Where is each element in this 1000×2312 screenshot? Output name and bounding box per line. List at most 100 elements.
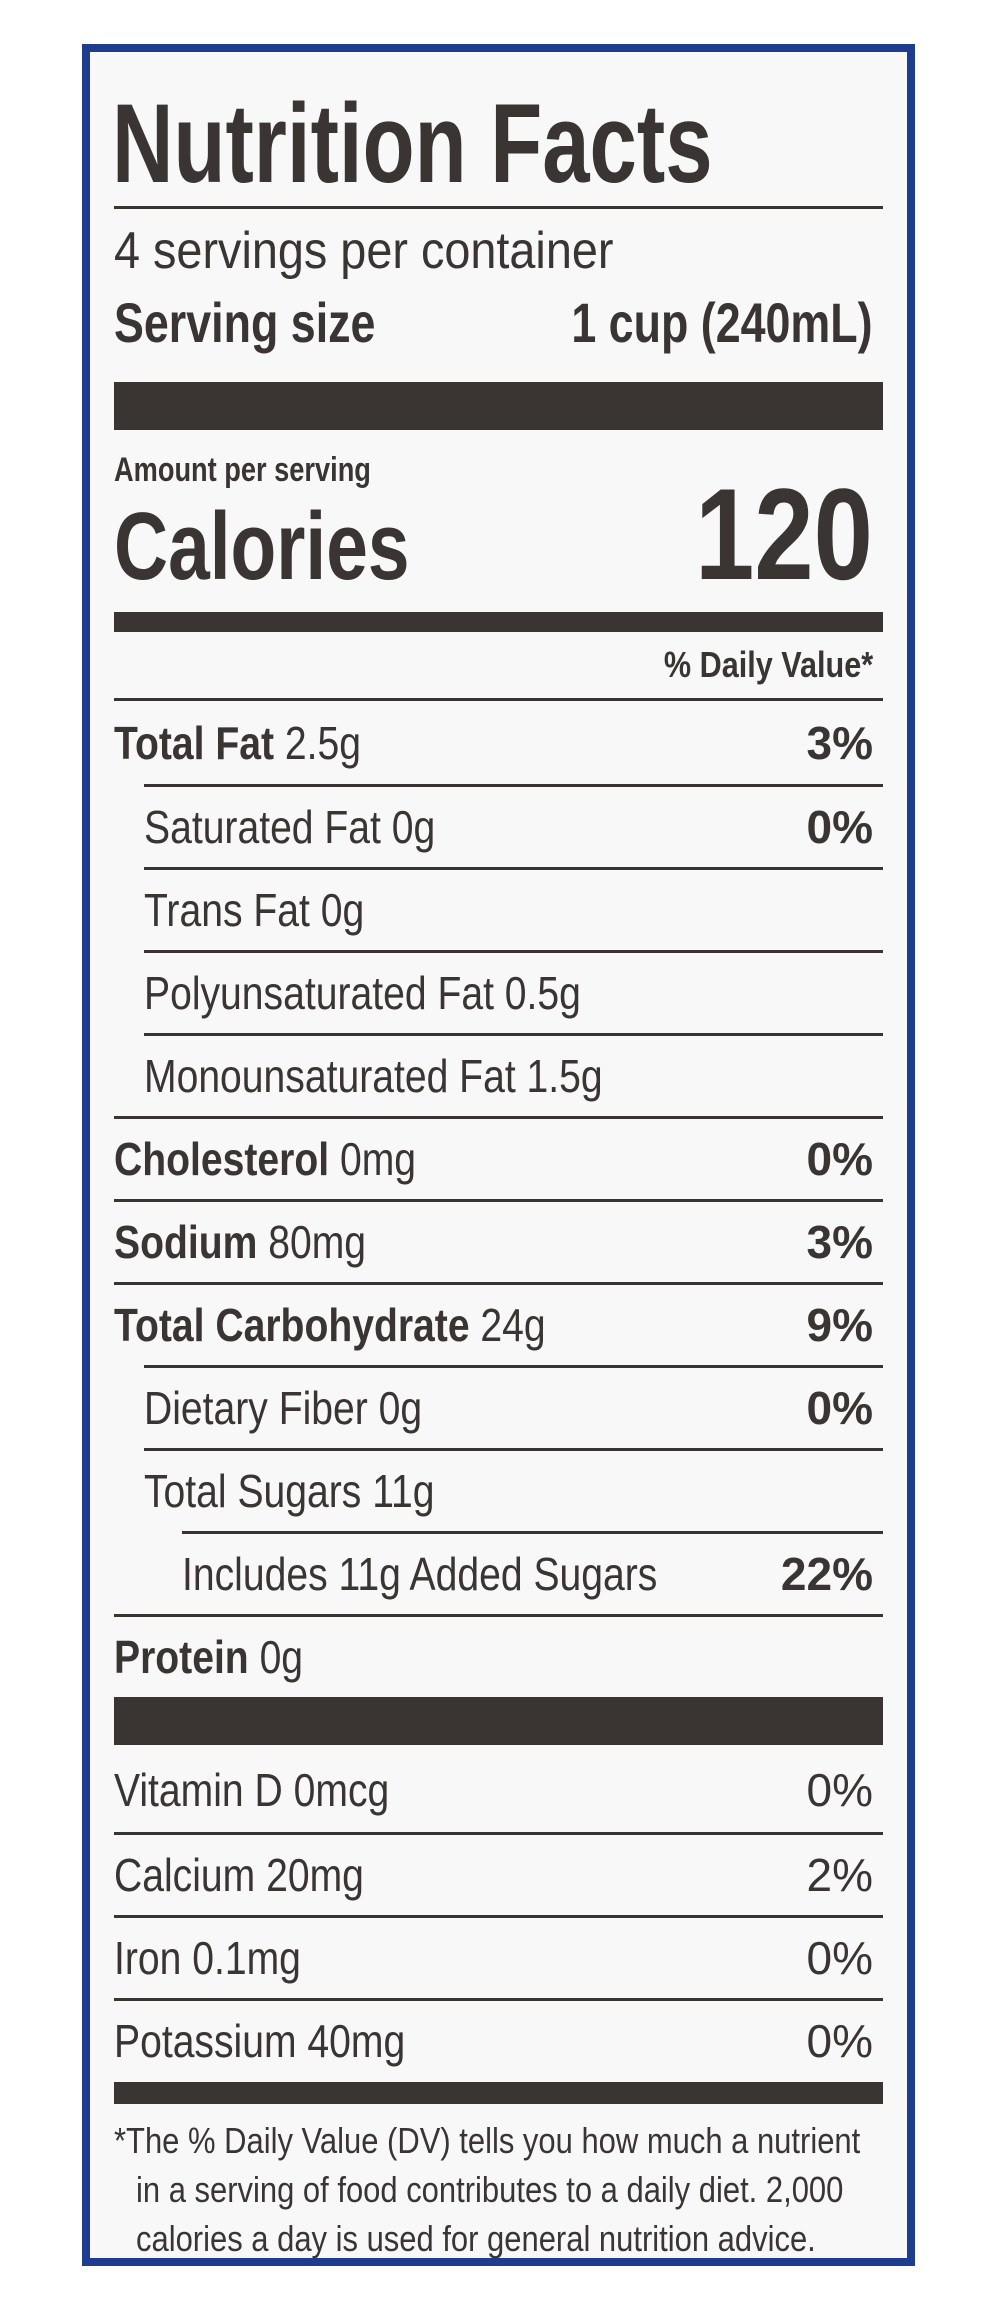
- nutrient-name: Total Fat 2.5g: [114, 702, 405, 784]
- nutrient-amount: 2.5g: [285, 717, 361, 769]
- nutrient-daily-value: 22%: [781, 1533, 873, 1615]
- nutrient-row-total-sugars: Total Sugars 11g: [114, 1450, 883, 1532]
- nutrient-amount: 80mg: [268, 1216, 366, 1268]
- nutrition-facts-panel: Nutrition Facts 4 servings per container…: [82, 44, 915, 2266]
- footnote-line: *The % Daily Value (DV) tells you how mu…: [114, 2116, 860, 2165]
- vitamin-label: Potassium: [114, 2015, 297, 2067]
- nutrient-daily-value: 9%: [807, 1284, 873, 1366]
- vitamin-daily-value: 0%: [807, 1917, 873, 1999]
- nutrient-amount: 0g: [321, 884, 364, 936]
- nutrient-label: Total Carbohydrate: [114, 1299, 470, 1351]
- vitamin-label: Vitamin D: [114, 1764, 283, 1816]
- nutrient-row-trans-fat: Trans Fat 0g: [114, 869, 883, 951]
- label-title: Nutrition Facts: [112, 84, 902, 204]
- nutrient-amount: 1.5g: [527, 1050, 603, 1102]
- vitamin-row-vitamin-d: Vitamin D 0mcg 0%: [114, 1749, 883, 1831]
- nutrient-amount: 24g: [480, 1299, 545, 1351]
- nutrient-name: Cholesterol 0mg: [114, 1118, 469, 1200]
- nutrient-row-added-sugars: Includes 11g Added Sugars 22%: [114, 1533, 883, 1615]
- nutrient-amount: 0mg: [340, 1133, 416, 1185]
- nutrient-name: Trans Fat 0g: [144, 869, 403, 951]
- nutrient-name: Protein 0g: [114, 1616, 336, 1698]
- nutrient-daily-value: 0%: [807, 1367, 873, 1449]
- serving-size-label-text: Serving size: [114, 290, 375, 356]
- divider: [114, 698, 883, 701]
- nutrient-row-protein: Protein 0g: [114, 1616, 883, 1698]
- nutrient-amount: 0g: [392, 801, 435, 853]
- thick-divider: [114, 382, 883, 430]
- vitamin-label: Iron: [114, 1932, 181, 1984]
- servings-text: 4 servings per container: [114, 220, 613, 282]
- vitamin-name: Vitamin D 0mcg: [114, 1749, 438, 1831]
- nutrient-label: Polyunsaturated Fat: [144, 967, 494, 1019]
- vitamin-name: Iron 0.1mg: [114, 1917, 334, 1999]
- nutrient-row-total-carbohydrate: Total Carbohydrate 24g 9%: [114, 1284, 883, 1366]
- nutrient-row-monounsaturated-fat: Monounsaturated Fat 1.5g: [114, 1035, 883, 1117]
- nutrient-row-cholesterol: Cholesterol 0mg 0%: [114, 1118, 883, 1200]
- calories-value-text: 120: [695, 464, 873, 604]
- nutrient-amount: 0.5g: [505, 967, 581, 1019]
- servings-per-container: 4 servings per container: [114, 220, 669, 282]
- nutrient-name: Sodium 80mg: [114, 1201, 411, 1283]
- calories-label-text: Calories: [114, 492, 409, 602]
- nutrient-label: Protein: [114, 1631, 249, 1683]
- nutrient-label: Total Fat: [114, 717, 274, 769]
- nutrient-name: Polyunsaturated Fat 0.5g: [144, 952, 658, 1034]
- vitamin-name: Calcium 20mg: [114, 1834, 408, 1916]
- nutrient-daily-value: 3%: [807, 702, 873, 784]
- vitamin-daily-value: 2%: [807, 1834, 873, 1916]
- vitamin-daily-value: 0%: [807, 1749, 873, 1831]
- nutrient-amount: 0g: [260, 1631, 303, 1683]
- vitamin-amount: 20mg: [266, 1849, 364, 1901]
- footnote-line: calories a day is used for general nutri…: [136, 2214, 816, 2263]
- medium-divider: [114, 612, 883, 632]
- nutrient-label: Sodium: [114, 1216, 257, 1268]
- daily-value-header-text: % Daily Value*: [664, 640, 873, 690]
- serving-size-label: Serving size: [114, 290, 441, 356]
- nutrient-name: Dietary Fiber 0g: [144, 1367, 471, 1449]
- nutrient-row-sodium: Sodium 80mg 3%: [114, 1201, 883, 1283]
- nutrient-row-polyunsaturated-fat: Polyunsaturated Fat 0.5g: [114, 952, 883, 1034]
- thick-divider: [114, 1697, 883, 1745]
- nutrition-facts-content: Nutrition Facts 4 servings per container…: [114, 52, 883, 2258]
- nutrient-label: Includes 11g Added Sugars: [182, 1548, 657, 1600]
- nutrient-name: Total Sugars 11g: [144, 1450, 486, 1532]
- vitamin-daily-value: 0%: [807, 2000, 873, 2082]
- nutrient-label: Monounsaturated Fat: [144, 1050, 516, 1102]
- amount-per-serving-text: Amount per serving: [114, 450, 371, 490]
- nutrient-name: Includes 11g Added Sugars: [182, 1533, 741, 1615]
- vitamin-row-iron: Iron 0.1mg 0%: [114, 1917, 883, 1999]
- nutrient-daily-value: 3%: [807, 1201, 873, 1283]
- vitamin-amount: 40mg: [307, 2015, 405, 2067]
- nutrient-label: Total Sugars: [144, 1465, 361, 1517]
- nutrient-label: Dietary Fiber: [144, 1382, 368, 1434]
- nutrient-label: Saturated Fat: [144, 801, 381, 853]
- nutrient-amount: 11g: [372, 1465, 434, 1517]
- serving-size-value-text: 1 cup (240mL): [572, 290, 873, 356]
- vitamin-amount: 0mcg: [294, 1764, 390, 1816]
- nutrient-label: Trans Fat: [144, 884, 310, 936]
- footnote: *The % Daily Value (DV) tells you how mu…: [114, 2116, 883, 2263]
- vitamin-row-potassium: Potassium 40mg 0%: [114, 2000, 883, 2082]
- vitamin-row-calcium: Calcium 20mg 2%: [114, 1834, 883, 1916]
- title-text: Nutrition Facts: [112, 84, 713, 204]
- daily-value-header: % Daily Value*: [627, 640, 873, 690]
- medium-divider: [114, 2082, 883, 2104]
- nutrient-name: Monounsaturated Fat 1.5g: [144, 1035, 684, 1117]
- nutrient-amount: 0g: [379, 1382, 422, 1434]
- footnote-line: in a serving of food contributes to a da…: [136, 2165, 843, 2214]
- nutrient-daily-value: 0%: [807, 786, 873, 868]
- vitamin-label: Calcium: [114, 1849, 255, 1901]
- nutrient-name: Total Carbohydrate 24g: [114, 1284, 622, 1366]
- nutrient-row-saturated-fat: Saturated Fat 0g 0%: [114, 786, 883, 868]
- vitamin-amount: 0.1mg: [192, 1932, 301, 1984]
- nutrient-daily-value: 0%: [807, 1118, 873, 1200]
- nutrient-row-dietary-fiber: Dietary Fiber 0g 0%: [114, 1367, 883, 1449]
- nutrient-label: Cholesterol: [114, 1133, 329, 1185]
- serving-size-value: 1 cup (240mL): [496, 290, 873, 356]
- nutrient-row-total-fat: Total Fat 2.5g 3%: [114, 702, 883, 784]
- nutrient-name: Saturated Fat 0g: [144, 786, 487, 868]
- calories-value: 120: [656, 464, 873, 604]
- vitamin-name: Potassium 40mg: [114, 2000, 457, 2082]
- amount-per-serving: Amount per serving: [114, 450, 435, 490]
